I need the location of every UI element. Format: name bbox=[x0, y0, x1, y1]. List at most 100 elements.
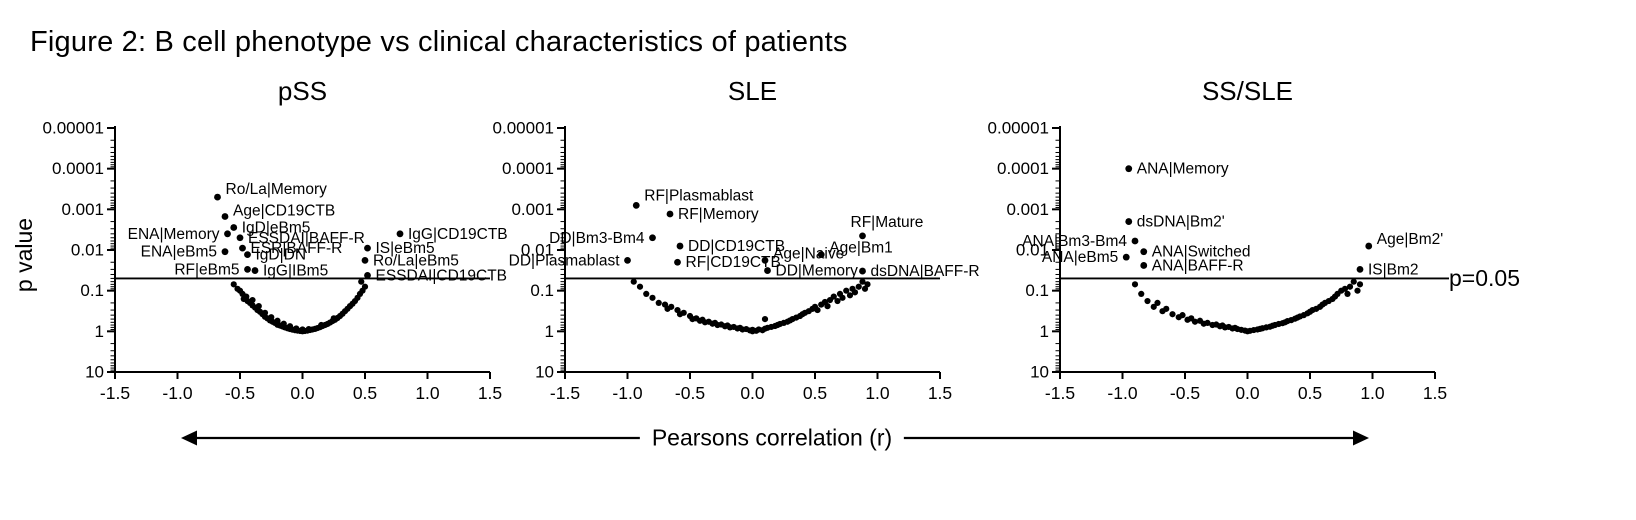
panel-title-pss: pSS bbox=[277, 76, 328, 106]
point-label: ANA|Switched bbox=[1152, 244, 1251, 261]
labeled-data-point bbox=[396, 230, 404, 238]
labeled-data-point bbox=[859, 267, 866, 275]
x-tick-label: 0.5 bbox=[803, 383, 827, 403]
data-point bbox=[255, 303, 262, 310]
y-tick-label: 0.1 bbox=[530, 281, 554, 300]
data-point bbox=[261, 309, 269, 316]
data-point bbox=[814, 306, 821, 314]
data-point bbox=[643, 290, 650, 297]
y-tick-label: 10 bbox=[535, 363, 554, 382]
panel-title-ss-sle: SS/SLE bbox=[1201, 76, 1294, 106]
y-tick-label: 0.0001 bbox=[52, 159, 104, 178]
x-tick-label: -1.5 bbox=[550, 383, 580, 403]
data-point bbox=[1150, 303, 1157, 310]
x-tick-label: -0.5 bbox=[225, 383, 255, 403]
x-tick-label: 1.0 bbox=[1360, 383, 1385, 403]
x-axis-arrow-label: Pearsons correlation (r) bbox=[639, 424, 905, 452]
data-point bbox=[649, 294, 656, 301]
labeled-data-point bbox=[674, 258, 681, 266]
labeled-data-point bbox=[364, 244, 371, 252]
data-point bbox=[1144, 297, 1151, 305]
data-point bbox=[851, 289, 859, 296]
labeled-data-point bbox=[624, 256, 631, 264]
arrow-head-right-icon bbox=[1353, 430, 1369, 446]
data-point bbox=[859, 278, 866, 285]
data-point bbox=[843, 287, 850, 294]
labeled-data-point bbox=[361, 256, 369, 264]
data-point bbox=[1354, 287, 1361, 294]
y-tick-label: 0.00001 bbox=[493, 119, 554, 138]
x-tick-label: -0.5 bbox=[1170, 383, 1200, 403]
data-point bbox=[1169, 311, 1176, 318]
x-tick-label: 0.5 bbox=[1298, 383, 1322, 403]
data-point bbox=[361, 283, 369, 290]
y-tick-label: 0.0001 bbox=[997, 159, 1049, 178]
x-tick-label: -1.0 bbox=[162, 383, 192, 403]
labeled-data-point bbox=[1125, 165, 1133, 173]
labeled-data-point bbox=[364, 271, 371, 279]
point-label: dsDNA|Bm2' bbox=[1137, 214, 1225, 231]
data-point bbox=[630, 278, 637, 285]
data-point bbox=[274, 317, 281, 324]
point-label: DD|CD19CTB bbox=[688, 238, 785, 255]
point-label: ANA|BAFF-R bbox=[1152, 257, 1244, 274]
x-tick-label: 0.0 bbox=[290, 383, 315, 403]
data-point bbox=[761, 315, 769, 323]
data-point bbox=[855, 283, 862, 290]
labeled-data-point bbox=[1140, 262, 1148, 269]
data-point bbox=[1163, 305, 1170, 312]
point-label: ENA|Memory bbox=[128, 226, 220, 243]
data-point bbox=[249, 296, 256, 304]
data-point bbox=[839, 294, 846, 301]
scatter-plot-pss: 0.00001 0.0001 0.001 0.01 0.1 1 10-1.5 -1.0 -0.5… bbox=[43, 119, 508, 404]
data-point bbox=[864, 281, 871, 288]
data-point bbox=[824, 303, 831, 310]
x-tick-label: -1.5 bbox=[100, 383, 130, 403]
point-label: Age|CD19CTB bbox=[233, 202, 335, 219]
labeled-data-point bbox=[251, 267, 259, 274]
y-tick-label: 0.001 bbox=[61, 200, 104, 219]
data-point bbox=[1138, 290, 1145, 297]
point-label: ANA|Memory bbox=[1137, 161, 1229, 178]
data-point bbox=[846, 292, 854, 299]
point-label: Age|Bm2' bbox=[1377, 231, 1443, 248]
labeled-data-point bbox=[214, 193, 221, 201]
x-tick-label: -1.0 bbox=[1107, 383, 1137, 403]
y-tick-label: 0.1 bbox=[80, 281, 104, 300]
labeled-data-point bbox=[236, 234, 244, 242]
figure-title: Figure 2: B cell phenotype vs clinical c… bbox=[30, 26, 848, 58]
y-tick-label: 0.01 bbox=[1016, 241, 1049, 260]
labeled-data-point bbox=[1125, 218, 1133, 225]
x-tick-label: 1.5 bbox=[1423, 383, 1447, 403]
y-tick-label: 1 bbox=[95, 322, 104, 341]
y-tick-label: 0.1 bbox=[1025, 281, 1049, 300]
data-point bbox=[636, 283, 644, 290]
point-label: Age|Naive bbox=[773, 245, 844, 262]
point-label: IgG|CD19CTB bbox=[408, 226, 508, 243]
point-label: IgD|eBm5 bbox=[242, 220, 311, 237]
labeled-data-point bbox=[859, 232, 866, 240]
point-label: Age|Bm1 bbox=[829, 240, 892, 257]
x-tick-label: 1.5 bbox=[928, 383, 952, 403]
labeled-data-point bbox=[632, 201, 640, 209]
data-point bbox=[1204, 319, 1211, 326]
y-tick-label: 1 bbox=[545, 322, 554, 341]
point-label: DD|Memory bbox=[776, 263, 859, 280]
labeled-data-point bbox=[676, 242, 684, 250]
y-tick-label: 0.01 bbox=[521, 241, 554, 260]
point-label: IgG|IBm5 bbox=[263, 263, 328, 280]
arrow-head-left-icon bbox=[181, 430, 197, 446]
point-label: Ro/La|eBm5 bbox=[373, 252, 459, 269]
point-label: ANA|eBm5 bbox=[1042, 249, 1118, 266]
labeled-data-point bbox=[244, 251, 251, 259]
point-label: ESSDAI|BAFF-R bbox=[248, 230, 365, 247]
labeled-data-point bbox=[221, 213, 229, 220]
data-point bbox=[680, 309, 687, 316]
point-label: IgD|DN bbox=[256, 247, 307, 264]
x-tick-label: 1.5 bbox=[478, 383, 502, 403]
data-point bbox=[1350, 278, 1357, 285]
point-label: RF|eBm5 bbox=[174, 261, 239, 278]
labeled-data-point bbox=[817, 251, 825, 259]
x-tick-label: 0.0 bbox=[740, 383, 765, 403]
labeled-data-point bbox=[1356, 266, 1364, 273]
